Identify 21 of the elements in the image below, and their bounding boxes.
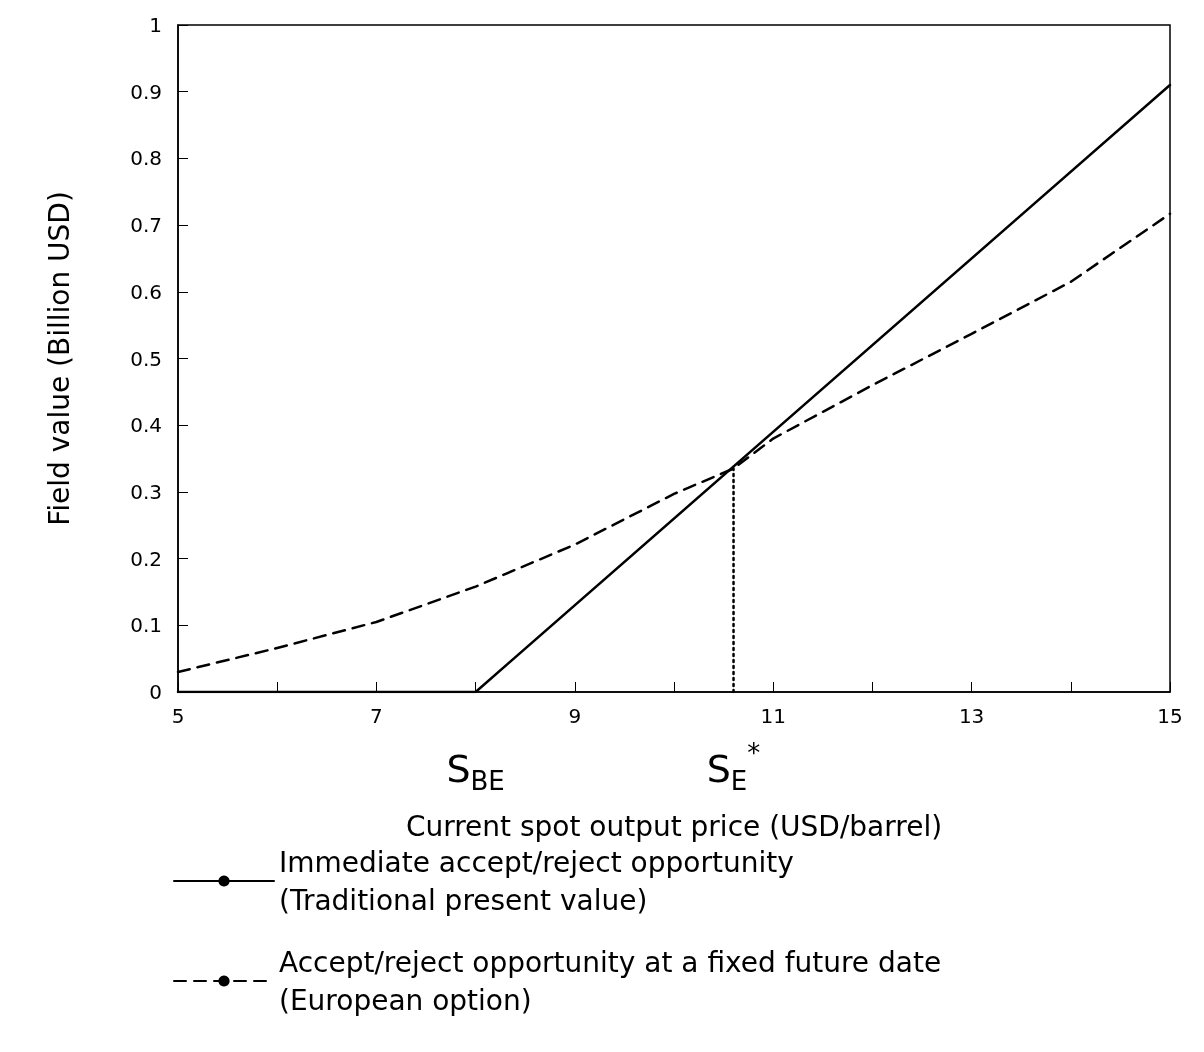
legend-label: Accept/reject opportunity at a fixed future date (European option) — [279, 945, 942, 1017]
y-tick-label: 0.8 — [130, 146, 162, 171]
y-tick-label: 0.4 — [130, 413, 162, 438]
y-tick-label: 0 — [149, 680, 162, 704]
x-axis-title: Current spot output price (USD/barrel) — [405, 809, 943, 843]
y-axis-title: Field value (Billion USD) — [42, 191, 76, 526]
y-tick-label: 0.5 — [130, 346, 162, 371]
y-tick-label: 0.1 — [130, 613, 162, 638]
y-tick-label: 0.9 — [130, 79, 162, 104]
x-tick-label: 5 — [171, 704, 185, 728]
legend-label: Immediate accept/reject opportunity (Traditional present value) — [279, 845, 794, 917]
x-tick-label: 11 — [760, 704, 786, 728]
y-tick-label: 0.7 — [130, 213, 162, 238]
x-tick-label: 9 — [568, 704, 582, 728]
y-tick-label: 0.6 — [130, 279, 162, 304]
x-tick-label: 15 — [1157, 704, 1183, 728]
y-tick-label: 0.3 — [130, 479, 162, 504]
x-tick-label: 13 — [958, 704, 985, 728]
y-tick-label: 1 — [149, 13, 162, 37]
y-tick-label: 0.2 — [130, 546, 162, 571]
x-tick-label: 7 — [370, 704, 383, 728]
